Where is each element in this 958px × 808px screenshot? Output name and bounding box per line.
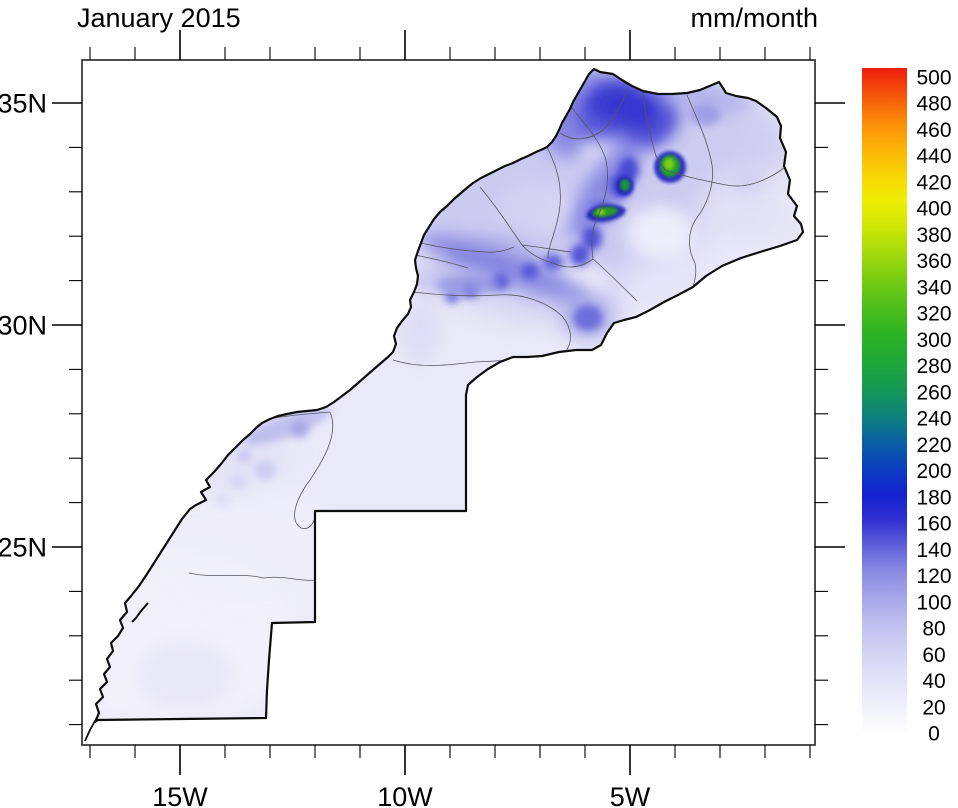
axis-labels: 35N 30N 25N 15W 10W 5W bbox=[0, 89, 651, 808]
colorbar-tick-label: 40 bbox=[922, 670, 945, 693]
colorbar-tick-label: 100 bbox=[916, 591, 951, 614]
admin-boundaries bbox=[188, 87, 785, 581]
colorbar-tick-label: 80 bbox=[922, 618, 945, 641]
lon-tick-label: 5W bbox=[610, 782, 651, 808]
lon-tick-label: 15W bbox=[152, 782, 208, 808]
country-border bbox=[93, 67, 805, 724]
colorbar-tick-label: 480 bbox=[916, 93, 951, 116]
colorbar-tick-label: 380 bbox=[916, 224, 951, 247]
colorbar-tick-label: 440 bbox=[916, 145, 951, 168]
colorbar-tick-label: 120 bbox=[916, 565, 951, 588]
precip-field bbox=[95, 69, 803, 722]
colorbar-tick-label: 320 bbox=[916, 303, 951, 326]
colorbar-tick-label: 500 bbox=[916, 67, 951, 90]
units-label: mm/month bbox=[690, 3, 818, 33]
colorbar-tick-label: 420 bbox=[916, 171, 951, 194]
colorbar-tick-label: 240 bbox=[916, 408, 951, 431]
colorbar-tick-label: 400 bbox=[916, 198, 951, 221]
colorbar-tick-label: 0 bbox=[928, 723, 940, 746]
colorbar-tick-label: 360 bbox=[916, 250, 951, 273]
colorbar-tick-label: 180 bbox=[916, 486, 951, 509]
lon-tick-label: 10W bbox=[377, 782, 433, 808]
colorbar-tick-label: 20 bbox=[922, 696, 945, 719]
plot-frame bbox=[81, 59, 816, 746]
colorbar-tick-label: 280 bbox=[916, 355, 951, 378]
colorbar-tick-label: 60 bbox=[922, 644, 945, 667]
colorbar bbox=[862, 68, 907, 733]
lat-tick-label: 35N bbox=[0, 89, 47, 119]
plot-title: January 2015 bbox=[77, 3, 241, 33]
colorbar-tick-label: 260 bbox=[916, 381, 951, 404]
colorbar-tick-label: 300 bbox=[916, 329, 951, 352]
colorbar-tick-label: 200 bbox=[916, 460, 951, 483]
colorbar-tick-label: 160 bbox=[916, 513, 951, 536]
coast-tail bbox=[84, 720, 96, 742]
colorbar-tick-label: 460 bbox=[916, 119, 951, 142]
lat-tick-label: 25N bbox=[0, 533, 47, 563]
colorbar-tick-label: 140 bbox=[916, 539, 951, 562]
lat-tick-label: 30N bbox=[0, 311, 47, 341]
axis-ticks bbox=[52, 30, 845, 775]
colorbar-labels: 5004804604404204003803603403203002802602… bbox=[916, 67, 951, 746]
dakhla-peninsula bbox=[131, 602, 149, 623]
colorbar-tick-label: 340 bbox=[916, 276, 951, 299]
colorbar-tick-label: 220 bbox=[916, 434, 951, 457]
